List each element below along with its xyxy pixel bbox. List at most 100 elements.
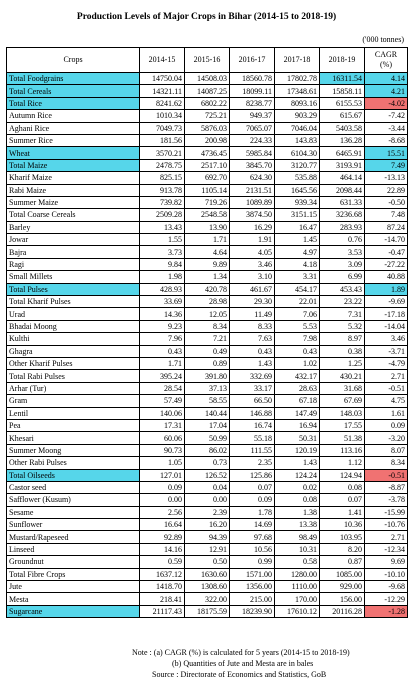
value-cell: 5.32 [319, 319, 365, 334]
cagr-cell: -14.04 [364, 319, 408, 334]
table-row: Rabi Maize 913.78 1105.14 2131.51 1645.56 209… [6, 183, 408, 197]
cagr-cell: 22.89 [364, 183, 408, 197]
value-cell: 200.98 [184, 133, 230, 148]
value-cell: 1010.34 [139, 109, 185, 123]
cagr-cell: 1.89 [364, 282, 408, 297]
crop-name-cell: Sugarcane [6, 604, 140, 619]
cagr-cell: 3.46 [364, 332, 408, 346]
value-cell: 430.21 [319, 369, 365, 383]
crop-name-cell: Bhadai Moong [6, 319, 140, 334]
value-cell: 0.89 [184, 356, 230, 371]
table-row: Total Pulses 428.93 420.78 461.67 454.17 453.… [6, 282, 408, 297]
cagr-cell: -9.68 [364, 579, 408, 594]
cagr-cell: -13.13 [364, 171, 408, 185]
value-cell: 86.02 [184, 443, 230, 458]
value-cell: 0.04 [184, 480, 230, 495]
value-cell: 17.31 [139, 418, 185, 433]
cagr-cell: 9.69 [364, 555, 408, 569]
value-cell: 1.05 [139, 456, 185, 470]
crop-name-cell: Rabi Maize [6, 183, 140, 197]
table-row: Other Rabi Pulses 1.05 0.73 2.35 1.43 1.12 8.3… [6, 456, 408, 470]
value-cell: 939.34 [274, 195, 320, 210]
value-cell: 1.12 [319, 456, 365, 470]
value-cell: 51.38 [319, 431, 365, 445]
value-cell: 1.71 [184, 233, 230, 247]
cagr-cell: 87.24 [364, 220, 408, 235]
cagr-cell: 7.48 [364, 208, 408, 222]
table-row: Small Millets 1.98 1.34 3.10 3.31 6.99 40.88 [6, 270, 408, 284]
crop-name-cell: Kharif Maize [6, 171, 140, 185]
value-cell: 0.49 [184, 344, 230, 359]
value-cell: 4.97 [274, 245, 320, 259]
cagr-cell: -8.87 [364, 480, 408, 495]
value-cell: 3193.91 [319, 158, 365, 173]
value-cell: 67.18 [274, 394, 320, 408]
value-cell: 127.01 [139, 468, 185, 482]
value-cell: 1.38 [274, 505, 320, 520]
value-cell: 0.02 [274, 480, 320, 495]
table-row: Total Rabi Pulses 395.24 391.80 332.69 432.1… [6, 369, 408, 383]
value-cell: 624.30 [229, 171, 275, 185]
value-cell: 156.00 [319, 592, 365, 606]
value-cell: 535.88 [274, 171, 320, 185]
value-cell: 7.21 [184, 332, 230, 346]
value-cell: 7046.04 [274, 121, 320, 135]
value-cell: 14508.03 [184, 71, 230, 86]
value-cell: 29.30 [229, 295, 275, 309]
cagr-cell: -27.22 [364, 257, 408, 272]
value-cell: 391.80 [184, 369, 230, 383]
crop-name-cell: Barley [6, 220, 140, 235]
value-cell: 13.43 [139, 220, 185, 235]
value-cell: 1.25 [319, 356, 365, 371]
crop-name-cell: Total Kharif Pulses [6, 295, 140, 309]
table-row: Total Kharif Pulses 33.69 28.98 29.30 22.01 2… [6, 295, 408, 309]
value-cell: 0.08 [274, 493, 320, 507]
value-cell: 7.06 [274, 307, 320, 321]
crop-name-cell: Wheat [6, 146, 140, 160]
cagr-cell: 2.71 [364, 369, 408, 383]
value-cell: 12.91 [184, 542, 230, 557]
value-cell: 18099.11 [229, 84, 275, 98]
crop-name-cell: Urad [6, 307, 140, 321]
value-cell: 0.07 [319, 493, 365, 507]
value-cell: 454.17 [274, 282, 320, 297]
value-cell: 18560.78 [229, 71, 275, 86]
value-cell: 7.31 [319, 307, 365, 321]
crop-name-cell: Total Rabi Pulses [6, 369, 140, 383]
value-cell: 1356.00 [229, 579, 275, 594]
value-cell: 14.36 [139, 307, 185, 321]
table-row: Total Rice 8241.62 6802.22 8238.77 8093.16 61… [6, 96, 408, 111]
crop-name-cell: Total Pulses [6, 282, 140, 297]
value-cell: 17610.12 [274, 604, 320, 619]
value-cell: 4.64 [184, 245, 230, 259]
value-cell: 16.20 [184, 518, 230, 532]
crop-name-cell: Ghagra [6, 344, 140, 359]
crop-name-cell: Small Millets [6, 270, 140, 284]
source-note: Source : Directorate of Economics and St… [152, 670, 327, 679]
value-cell: 2509.28 [139, 208, 185, 222]
table-row: Summer Maize 739.82 719.26 1089.89 939.34 631… [6, 195, 408, 210]
value-cell: 3.10 [229, 270, 275, 284]
value-cell: 1308.60 [184, 579, 230, 594]
value-cell: 9.84 [139, 257, 185, 272]
table-row: Aghani Rice 7049.73 5876.03 7065.07 7046.04 5… [6, 121, 408, 135]
value-cell: 420.78 [184, 282, 230, 297]
value-cell: 0.00 [184, 493, 230, 507]
crop-name-cell: Pea [6, 418, 140, 433]
table-row: Kharif Maize 825.15 692.70 624.30 535.88 464.… [6, 171, 408, 185]
value-cell: 16311.54 [319, 71, 365, 86]
value-cell: 17802.78 [274, 71, 320, 86]
value-cell: 5876.03 [184, 121, 230, 135]
value-cell: 218.41 [139, 592, 185, 606]
crop-name-cell: Total Rice [6, 96, 140, 111]
value-cell: 8241.62 [139, 96, 185, 111]
value-cell: 8.20 [319, 542, 365, 557]
table-row: Pea 17.31 17.04 16.74 16.94 17.55 0.09 [6, 418, 408, 433]
value-cell: 18239.90 [229, 604, 275, 619]
crop-name-cell: Ragi [6, 257, 140, 272]
value-cell: 2517.10 [184, 158, 230, 173]
crop-name-cell: Total Fibre Crops [6, 567, 140, 582]
crop-name-cell: Other Rabi Pulses [6, 456, 140, 470]
value-cell: 1089.89 [229, 195, 275, 210]
value-cell: 23.22 [319, 295, 365, 309]
